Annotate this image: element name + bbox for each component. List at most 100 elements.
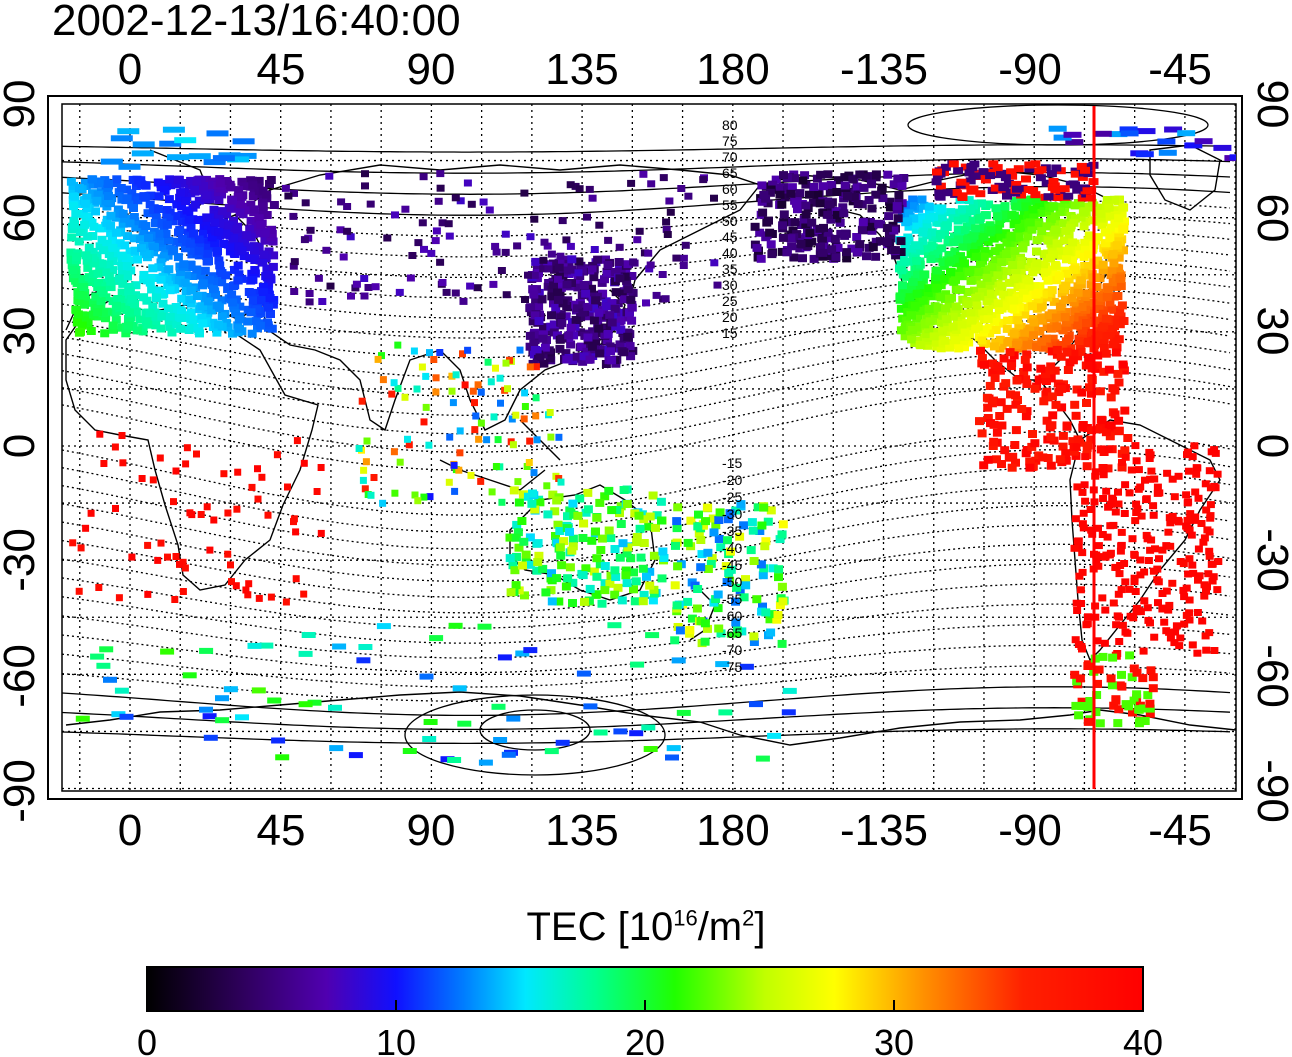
tec-pixel — [948, 160, 959, 168]
tec-pixel — [818, 208, 828, 217]
map-frame — [47, 95, 1243, 800]
tec-pixel — [1055, 455, 1065, 464]
tec-pixel — [551, 303, 561, 312]
tec-pixel — [801, 210, 811, 219]
tec-pixel — [777, 582, 787, 591]
tec-pixel — [95, 224, 105, 233]
tec-pixel — [700, 637, 710, 646]
tec-pixel — [1120, 217, 1129, 226]
tec-pixel — [141, 222, 151, 230]
tec-pixel — [530, 311, 540, 320]
tec-pixel — [1229, 154, 1236, 161]
tec-pixel — [1014, 260, 1024, 269]
tec-pixel — [1063, 246, 1073, 255]
tec-pixel — [1085, 194, 1096, 202]
tec-pixel — [1111, 219, 1120, 228]
tec-pixel — [493, 737, 508, 743]
tec-pixel — [459, 297, 468, 305]
tec-pixel — [501, 248, 510, 256]
tec-pixel — [795, 234, 805, 243]
tec-pixel — [494, 436, 502, 444]
tec-pixel — [960, 163, 971, 171]
tec-pixel — [508, 561, 518, 570]
tec-pixel — [1155, 555, 1163, 563]
tec-pixel — [1095, 387, 1105, 396]
tec-pixel — [390, 379, 398, 387]
tec-pixel — [1076, 280, 1086, 289]
tec-pixel — [214, 256, 224, 265]
tec-pixel — [644, 522, 654, 531]
tec-pixel — [527, 499, 537, 508]
mag-lat-label: -75 — [722, 659, 742, 675]
tec-pixel — [418, 363, 426, 371]
tec-pixel — [962, 235, 972, 244]
tec-pixel — [563, 512, 572, 521]
tec-pixel — [235, 714, 249, 721]
tec-pixel — [1033, 295, 1043, 304]
tec-pixel — [925, 214, 935, 223]
tec-pixel — [394, 341, 402, 349]
tec-pixel — [525, 560, 535, 569]
tec-pixel — [1081, 217, 1091, 226]
top-lon-label: 135 — [545, 45, 618, 94]
tec-pixel — [602, 269, 611, 277]
tec-pixel — [1022, 294, 1032, 303]
tec-pixel — [1185, 616, 1194, 624]
tec-pixel — [767, 610, 777, 619]
tec-pixel — [992, 428, 1002, 437]
tec-pixel — [917, 195, 927, 204]
colorbar-ticks: 0 10 20 30 40 — [137, 1000, 1163, 1057]
tec-pixel — [1177, 130, 1196, 137]
tec-pixel — [301, 199, 310, 207]
tec-pixel — [918, 237, 928, 246]
tec-pixel — [88, 298, 98, 307]
tec-pixel — [143, 320, 153, 329]
colorbar-tick-label: 10 — [376, 1022, 416, 1057]
tec-pixel — [643, 746, 658, 752]
tec-pixel — [816, 170, 826, 179]
tec-pixel — [1048, 178, 1059, 185]
tec-pixel — [903, 217, 913, 226]
tec-pixel — [801, 180, 811, 189]
tec-pixel — [638, 564, 648, 573]
tec-pixel — [967, 316, 976, 325]
tec-pixel — [306, 226, 315, 234]
tec-pixel — [290, 189, 298, 197]
tec-pixel — [1134, 466, 1143, 474]
tec-pixel — [275, 754, 290, 761]
tec-pixel — [635, 524, 645, 533]
tec-pixel — [1044, 236, 1054, 245]
tec-pixel — [1144, 616, 1153, 624]
tec-pixel — [182, 206, 192, 215]
tec-pixel — [1036, 208, 1046, 217]
tec-pixel — [622, 579, 632, 588]
tec-pixel — [234, 315, 244, 324]
tec-pixel — [167, 154, 189, 161]
tec-pixel — [1195, 572, 1204, 580]
tec-pixel — [1061, 337, 1071, 346]
tec-pixel — [1106, 674, 1116, 683]
tec-pixel — [162, 213, 172, 222]
tec-pixel — [818, 182, 828, 191]
tec-pixel — [1070, 670, 1080, 679]
tec-pixel — [1191, 513, 1200, 521]
tec-pixel — [1143, 604, 1152, 612]
tec-pixel — [764, 216, 773, 225]
tec-pixel — [1202, 587, 1210, 595]
tec-pixel — [1115, 638, 1124, 645]
tec-pixel — [625, 308, 634, 317]
tec-pixel — [1095, 274, 1105, 283]
tec-pixel — [1111, 696, 1121, 705]
tec-pixel — [444, 220, 453, 228]
tec-pixel — [361, 182, 369, 190]
tec-pixel — [214, 228, 224, 237]
tec-pixel — [1006, 233, 1016, 242]
tec-pixel — [979, 233, 989, 242]
tec-pixel — [1005, 348, 1015, 357]
tec-pixel — [1193, 649, 1202, 657]
tec-pixel — [919, 270, 929, 279]
tec-pixel — [347, 292, 355, 300]
tec-pixel — [215, 717, 230, 724]
tec-pixel — [211, 290, 220, 299]
tec-pixel — [526, 437, 534, 445]
